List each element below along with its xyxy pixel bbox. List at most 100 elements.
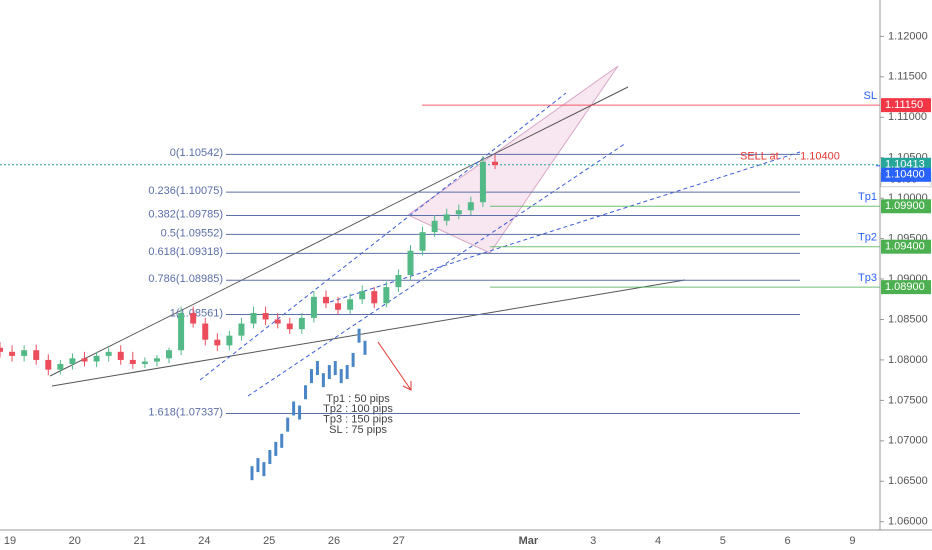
overlay-bar (327, 365, 331, 380)
candle-body (419, 232, 426, 251)
candle-body (93, 355, 100, 362)
y-tick-label: 1.12000 (888, 30, 928, 42)
overlay-bar (345, 365, 349, 380)
overlay-bar (315, 361, 319, 376)
y-tick-label: 1.08000 (888, 354, 928, 366)
order-tag (881, 199, 931, 214)
candle-body (214, 339, 221, 346)
order-tag-label: 1.11150 (885, 99, 923, 111)
candle-body (117, 351, 124, 360)
arrow (377, 341, 412, 391)
axis-labels: 1.120001.115001.110001.105001.100001.095… (4, 30, 932, 547)
levels: 0(1.10542) 0.236(1.10075) 0.382(1.09785) 0.… (0, 90, 880, 436)
order-tag (881, 239, 931, 254)
x-tick-label: 9 (849, 535, 855, 547)
order-tag (881, 98, 931, 113)
candle-body (250, 313, 257, 324)
candle-body (347, 299, 354, 310)
order-tag-label: 1.09400 (885, 241, 925, 253)
overlay-bar (250, 466, 254, 481)
y-tick-label: 1.08500 (888, 313, 928, 325)
order-label: Tp1 (858, 191, 877, 203)
x-tick-label: 24 (198, 535, 210, 547)
x-tick-label: 19 (4, 535, 16, 547)
candle-body (407, 250, 414, 275)
fib-label: 0.786(1.08985) (148, 273, 223, 285)
x-tick-label: 4 (655, 535, 661, 547)
y-tick-label: 1.06000 (888, 516, 928, 528)
overlay-bar (321, 373, 325, 388)
channel-line (247, 142, 627, 397)
overlay-bar (363, 340, 367, 355)
candle-body (492, 161, 498, 165)
overlay-bar (298, 405, 302, 420)
candle-body (178, 313, 185, 351)
candle-body (383, 287, 390, 304)
y-tick-label: 1.07000 (888, 435, 928, 447)
overlay-bar (351, 352, 355, 367)
x-tick-label: 3 (590, 535, 596, 547)
candle-body (371, 291, 378, 304)
overlay-bar (309, 369, 313, 384)
x-tick-label: 25 (263, 535, 275, 547)
note: SL : 75 pips (329, 424, 387, 436)
candle-body (0, 347, 3, 352)
overlay-bar (286, 417, 290, 432)
y-tick-label: 1.11000 (888, 111, 927, 123)
fib-label: 1(1.08561) (170, 307, 223, 319)
candle-body (395, 275, 402, 288)
fib-label: 0.382(1.09785) (148, 208, 223, 220)
candle-body (262, 313, 269, 320)
candle-body (298, 317, 305, 330)
overlay-bar (304, 385, 308, 400)
y-tick-label: 1.11500 (888, 71, 927, 83)
candle-body (310, 296, 317, 318)
candle-body (33, 350, 40, 360)
channel-line (329, 151, 801, 303)
candle-body (166, 350, 173, 359)
note: Tp1 : 50 pips (326, 393, 390, 405)
y-tick-label: 1.06500 (888, 475, 928, 487)
order-label: Tp2 (858, 232, 877, 244)
fib-label: 0.618(1.09318) (148, 246, 223, 258)
candle-body (129, 359, 136, 364)
overlay-bar (357, 328, 361, 343)
candle-body (455, 210, 462, 215)
candle-body (274, 319, 281, 324)
y-tick-label: 1.07500 (888, 394, 928, 406)
overlay-bar (274, 441, 278, 456)
fib-label: 1.618(1.07337) (148, 406, 223, 418)
overlay-bar (339, 369, 343, 384)
x-tick-label: 20 (69, 535, 81, 547)
x-tick-label: 21 (133, 535, 145, 547)
x-tick-label: 6 (785, 535, 791, 547)
order-label: SL (864, 90, 877, 102)
candle-body (69, 358, 76, 364)
sell-note: SELL at . . . 1.10400 (740, 151, 840, 163)
x-tick-label: 26 (328, 535, 340, 547)
trend-line (51, 279, 686, 387)
entry-tag (881, 167, 931, 182)
candle-body (81, 358, 88, 362)
candle-body (286, 323, 293, 330)
overlay-bar (280, 433, 284, 448)
candle-body (105, 351, 112, 356)
candle-body (335, 303, 342, 310)
price-bars (0, 154, 498, 481)
candle-body (57, 363, 64, 370)
candle-body (21, 350, 28, 356)
time-axis (0, 530, 932, 550)
overlay-bar (256, 458, 260, 473)
candle-body (45, 359, 52, 370)
candle-body (238, 323, 245, 336)
candle-body (202, 323, 209, 340)
candle-body (359, 291, 366, 300)
order-tag (881, 280, 931, 295)
overlay-bar (292, 401, 296, 416)
price-axis (880, 0, 932, 550)
candle-body (226, 335, 233, 346)
note: Tp2 : 100 pips (323, 403, 393, 415)
candle-body (479, 161, 486, 203)
note: Tp3 : 150 pips (323, 414, 393, 426)
